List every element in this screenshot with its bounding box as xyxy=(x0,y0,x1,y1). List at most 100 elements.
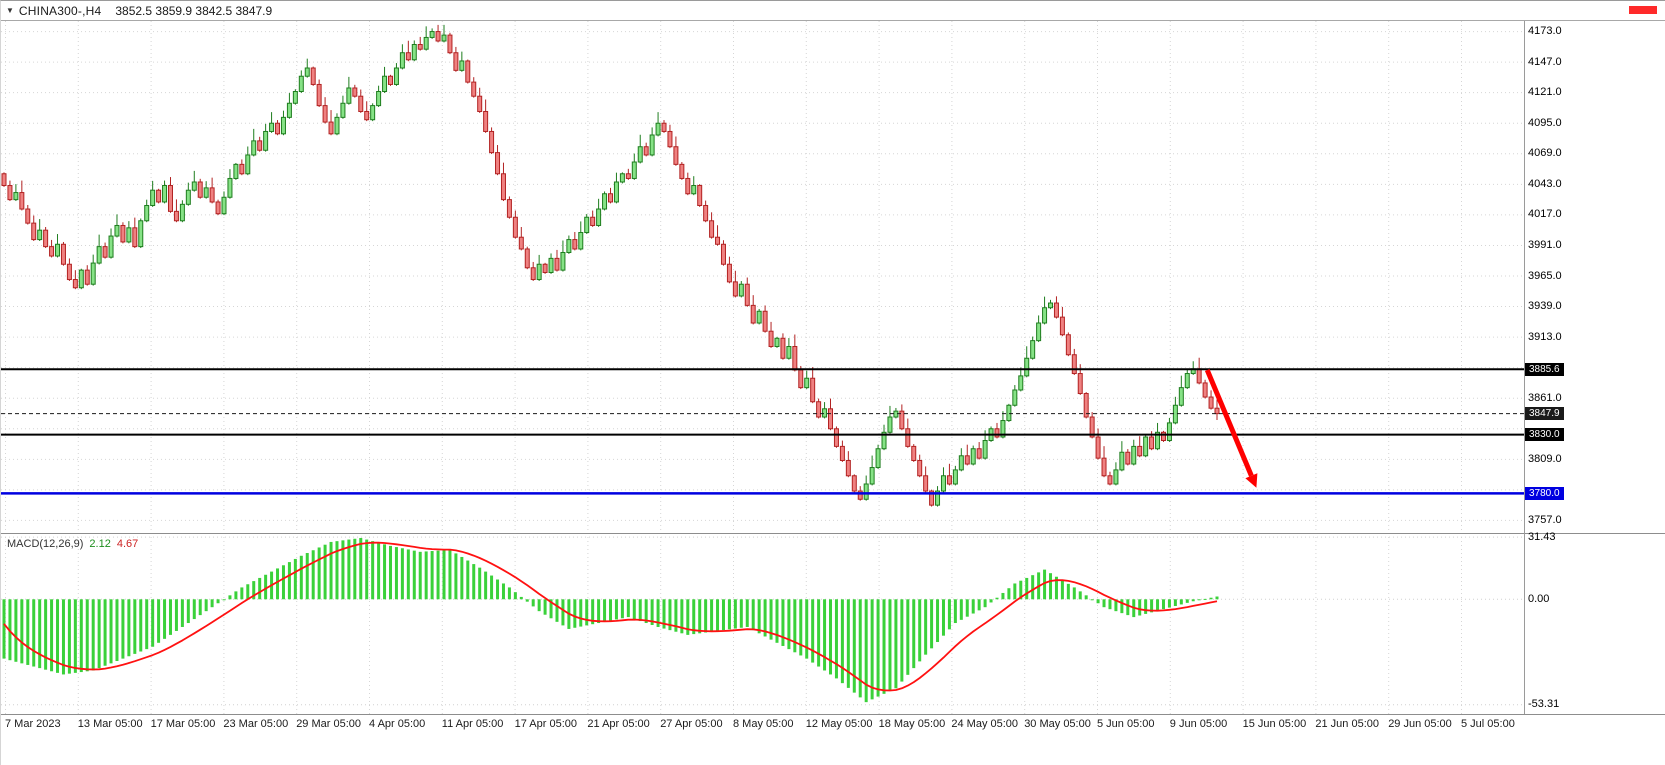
candle-body-down xyxy=(994,428,1000,438)
candle-body-down xyxy=(703,204,709,222)
macd-histogram-bar xyxy=(97,599,101,669)
candle-body-up xyxy=(1000,420,1006,438)
macd-histogram-bar xyxy=(686,599,690,635)
macd-histogram-bar xyxy=(145,599,149,650)
macd-histogram-bar xyxy=(501,583,505,600)
trend-arrow-head[interactable] xyxy=(1245,473,1258,488)
macd-histogram-bar xyxy=(650,599,654,625)
macd-histogram-bar xyxy=(733,599,737,629)
macd-histogram-bar xyxy=(620,599,624,619)
candle-body-down xyxy=(322,105,328,123)
macd-histogram-bar xyxy=(597,599,601,624)
macd-histogram-bar xyxy=(692,599,696,635)
candle-body-down xyxy=(590,216,596,226)
candle-body-up xyxy=(804,377,810,389)
macd-histogram-bar xyxy=(91,599,95,671)
macd-histogram-bar xyxy=(174,599,178,631)
macd-histogram-bar xyxy=(311,550,315,600)
macd-histogram-bar xyxy=(936,599,940,643)
candle-body-down xyxy=(839,445,845,461)
macd-histogram-bar xyxy=(906,599,910,675)
macd-histogram-bar xyxy=(252,581,256,600)
macd-histogram-bar xyxy=(61,599,65,675)
candle-body-up xyxy=(269,122,275,132)
macd-histogram-bar xyxy=(1072,587,1076,600)
candle-body-down xyxy=(489,130,495,154)
candle-body-up xyxy=(822,408,828,418)
candle-body-up xyxy=(1042,307,1048,324)
macd-histogram-bar xyxy=(1138,599,1142,616)
macd-histogram-bar xyxy=(656,599,660,627)
candle-body-up xyxy=(774,337,780,348)
macd-histogram-bar xyxy=(139,599,143,652)
candle-body-up xyxy=(393,67,399,85)
candle-body-down xyxy=(1053,302,1059,318)
macd-histogram-bar xyxy=(56,599,60,673)
macd-histogram-bar xyxy=(1209,597,1213,600)
candle-body-up xyxy=(340,102,346,118)
candle-body-up xyxy=(78,269,84,289)
macd-histogram-bar xyxy=(876,599,880,697)
candle-body-down xyxy=(929,490,935,506)
candle-body-down xyxy=(946,475,952,485)
macd-histogram-bar xyxy=(727,599,731,630)
macd-histogram-bar xyxy=(739,599,743,628)
candle-body-down xyxy=(792,346,798,371)
macd-value: 2.12 xyxy=(89,538,111,550)
macd-histogram-bar xyxy=(73,599,77,673)
macd-histogram-bar xyxy=(1060,580,1064,600)
candle-body-up xyxy=(786,346,792,359)
candle-body-down xyxy=(275,122,281,135)
candle-body-up xyxy=(940,475,946,492)
candle-body-down xyxy=(471,81,477,97)
macd-histogram-bar xyxy=(490,575,494,600)
candle-body-up xyxy=(958,455,964,471)
macd-histogram-bar xyxy=(377,542,381,600)
macd-histogram-bar xyxy=(121,599,125,659)
macd-histogram-bar xyxy=(519,596,523,600)
candle-body-down xyxy=(506,199,512,218)
macd-histogram-bar xyxy=(103,599,107,666)
candle-body-down xyxy=(447,34,453,54)
candle-body-down xyxy=(500,173,506,201)
macd-histogram-bar xyxy=(585,599,589,626)
ohlc-readout: 3852.5 3859.9 3842.5 3847.9 xyxy=(115,3,273,18)
macd-histogram-bar xyxy=(1007,588,1011,600)
candle-body-down xyxy=(453,52,459,71)
candle-body-down xyxy=(435,31,441,42)
macd-histogram-bar xyxy=(852,599,856,693)
macd-histogram-bar xyxy=(900,599,904,682)
candle-body-up xyxy=(55,243,61,257)
candle-body-down xyxy=(495,152,501,175)
candle-body-up xyxy=(584,216,590,234)
candle-body-down xyxy=(1125,451,1131,465)
candle-body-up xyxy=(691,185,697,195)
candle-body-up xyxy=(578,232,584,250)
candle-body-up xyxy=(411,44,417,61)
candle-body-down xyxy=(1214,407,1220,415)
macd-histogram-bar xyxy=(507,587,511,600)
candle-body-up xyxy=(1036,322,1042,342)
macd-histogram-bar xyxy=(1215,596,1219,600)
macd-histogram-bar xyxy=(496,579,500,600)
candle-body-down xyxy=(810,377,816,403)
macd-histogram-bar xyxy=(525,599,529,602)
candle-body-up xyxy=(13,192,19,201)
candle-body-up xyxy=(423,36,429,50)
candle-body-down xyxy=(554,257,560,271)
macd-histogram-bar xyxy=(941,599,945,636)
macd-histogram-bar xyxy=(240,587,244,600)
macd-histogram-bar xyxy=(347,539,351,600)
candle-body-up xyxy=(1018,375,1024,391)
macd-histogram-bar xyxy=(394,547,398,600)
trend-arrow-annotation[interactable] xyxy=(1204,369,1254,477)
candle-body-down xyxy=(750,304,756,324)
macd-histogram-bar xyxy=(888,599,892,692)
macd-histogram-bar xyxy=(359,537,363,600)
macd-histogram-bar xyxy=(472,564,476,600)
candle-body-up xyxy=(251,140,257,156)
macd-histogram-bar xyxy=(680,599,684,634)
candle-body-up xyxy=(114,224,120,237)
